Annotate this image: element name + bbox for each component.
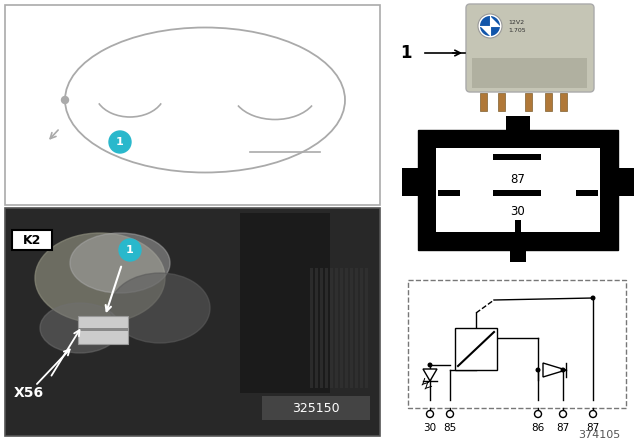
Text: 30: 30 (511, 205, 525, 218)
Text: 325150: 325150 (292, 401, 340, 414)
Text: 1.705: 1.705 (508, 28, 525, 33)
Circle shape (559, 410, 566, 418)
Bar (525, 93, 532, 111)
Bar (493, 154, 541, 160)
Text: 85: 85 (602, 186, 617, 199)
Ellipse shape (110, 273, 210, 343)
Ellipse shape (70, 233, 170, 293)
Bar (310, 268, 313, 388)
Bar (350, 268, 353, 388)
Text: 374105: 374105 (578, 430, 620, 440)
Bar (545, 93, 552, 111)
Text: 1: 1 (116, 137, 124, 147)
Bar (472, 58, 587, 88)
Bar (438, 190, 460, 196)
Text: 1: 1 (401, 44, 412, 62)
Text: 86: 86 (421, 186, 436, 199)
Polygon shape (543, 363, 566, 377)
Text: K2: K2 (23, 233, 41, 246)
Bar (315, 268, 318, 388)
FancyBboxPatch shape (466, 4, 594, 92)
Bar (455, 328, 497, 370)
Text: 87: 87 (556, 423, 570, 433)
Bar (330, 268, 333, 388)
Bar (12, 230, 52, 250)
Circle shape (478, 14, 502, 38)
Polygon shape (490, 16, 500, 26)
Bar (418, 130, 618, 250)
Circle shape (61, 96, 68, 103)
Circle shape (426, 410, 433, 418)
Ellipse shape (35, 233, 165, 323)
Bar (408, 280, 626, 408)
Bar (78, 316, 128, 344)
Bar (436, 148, 600, 232)
Circle shape (561, 367, 566, 372)
Circle shape (119, 239, 141, 261)
Bar (360, 268, 363, 388)
Polygon shape (423, 369, 437, 381)
Bar (402, 168, 420, 196)
Circle shape (447, 410, 454, 418)
Text: 12V2: 12V2 (508, 20, 524, 25)
Bar (345, 268, 348, 388)
Text: 30: 30 (424, 423, 436, 433)
Bar (325, 268, 328, 388)
Circle shape (428, 362, 433, 367)
Bar (493, 190, 541, 196)
Text: 1: 1 (126, 245, 134, 255)
Circle shape (534, 410, 541, 418)
Bar (340, 268, 343, 388)
Bar (5, 208, 380, 436)
Bar (365, 268, 368, 388)
Polygon shape (480, 26, 490, 36)
Circle shape (109, 131, 131, 153)
Bar (240, 213, 330, 393)
Ellipse shape (65, 27, 345, 172)
Bar (355, 268, 358, 388)
Text: 87: 87 (511, 173, 525, 186)
Bar (560, 93, 567, 111)
Circle shape (589, 410, 596, 418)
Bar (515, 220, 521, 240)
Text: X56: X56 (14, 386, 44, 400)
Bar (616, 168, 634, 196)
Text: 85: 85 (444, 423, 456, 433)
Bar (480, 93, 487, 111)
Bar (576, 190, 598, 196)
Bar (510, 248, 526, 262)
Ellipse shape (40, 303, 120, 353)
Circle shape (536, 367, 541, 372)
Bar (335, 268, 338, 388)
Bar (5, 5, 380, 205)
Bar (498, 93, 505, 111)
Bar (262, 396, 370, 420)
Text: 86: 86 (531, 423, 545, 433)
Bar (506, 116, 530, 132)
Bar (78, 328, 128, 331)
Circle shape (591, 296, 595, 301)
Bar (320, 268, 323, 388)
Circle shape (480, 16, 500, 36)
Text: 87: 87 (586, 423, 600, 433)
Text: 87: 87 (511, 137, 525, 150)
